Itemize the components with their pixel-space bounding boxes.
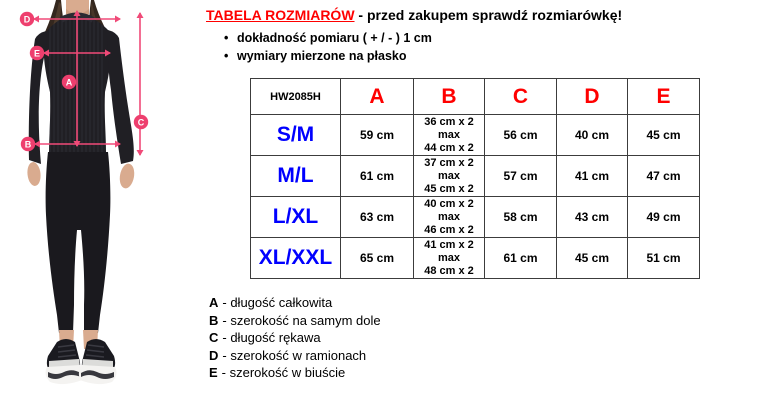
- legend-item: D- szerokość w ramionach: [209, 347, 381, 365]
- page-title: TABELA ROZMIARÓW - przed zakupem sprawdź…: [206, 7, 766, 23]
- marker-badges: D E A B C: [19, 11, 149, 152]
- legend-letter: D: [209, 347, 219, 363]
- bullet-icon: •: [224, 49, 229, 63]
- legend-text: - długość całkowita: [222, 295, 333, 310]
- value-cell: 56 cm: [484, 114, 557, 156]
- column-header-b: B: [413, 78, 485, 115]
- value-cell-multiline: 41 cm x 2 max 48 cm x 2: [413, 237, 485, 279]
- left-sleeve: [28, 31, 47, 164]
- notes-list: • dokładność pomiaru ( + / - ) 1 cm • wymi…: [224, 29, 432, 65]
- note-text: wymiary mierzone na płasko: [237, 49, 407, 63]
- value-cell-multiline: 40 cm x 2 max 46 cm x 2: [413, 196, 485, 238]
- column-header-d: D: [556, 78, 628, 115]
- leggings: [45, 152, 111, 333]
- legend: A- długość całkowita B- szerokość na sam…: [209, 294, 381, 382]
- marker-letter-c: C: [138, 117, 145, 127]
- legend-item: A- długość całkowita: [209, 294, 381, 312]
- legend-item: E- szerokość w biuście: [209, 364, 381, 382]
- value-cell: 41 cm: [556, 155, 628, 197]
- table-row: M/L 61 cm 37 cm x 2 max 45 cm x 2 57 cm 41…: [250, 155, 700, 197]
- legend-text: - szerokość w ramionach: [222, 347, 367, 363]
- product-code-cell: HW2085H: [250, 78, 341, 115]
- legend-text: - szerokość w biuście: [221, 365, 346, 380]
- value-cell: 43 cm: [556, 196, 628, 238]
- marker-badge-d: [19, 11, 35, 27]
- value-cell: 45 cm: [556, 237, 628, 279]
- marker-letter-e: E: [34, 48, 40, 58]
- marker-badge-a: [61, 74, 77, 90]
- legend-text: - długość rękawa: [222, 330, 321, 345]
- value-cell: 57 cm: [484, 155, 557, 197]
- hands: [27, 162, 135, 189]
- column-header-c: C: [484, 78, 557, 115]
- table-header-row: HW2085H A B C D E: [250, 78, 700, 115]
- value-cell: 59 cm: [340, 114, 414, 156]
- legend-item: B- szerokość na samym dole: [209, 312, 381, 330]
- legend-letter: C: [209, 330, 219, 345]
- product-photo: D E A B C: [19, 0, 149, 385]
- sweater: [28, 12, 134, 164]
- legend-letter: B: [209, 312, 219, 328]
- marker-letter-a: A: [66, 77, 73, 87]
- title-rest: - przed zakupem sprawdź rozmiarówkę!: [354, 7, 623, 23]
- legend-letter: A: [209, 295, 219, 310]
- value-cell: 61 cm: [484, 237, 557, 279]
- value-cell-multiline: 37 cm x 2 max 45 cm x 2: [413, 155, 485, 197]
- legend-letter: E: [209, 365, 218, 380]
- value-cell: 61 cm: [340, 155, 414, 197]
- bullet-icon: •: [224, 31, 229, 45]
- right-sleeve: [107, 30, 134, 164]
- marker-letter-d: D: [24, 14, 31, 24]
- size-cell: XL/XXL: [250, 237, 341, 279]
- note-item: • wymiary mierzone na płasko: [224, 47, 432, 65]
- marker-letter-b: B: [25, 139, 32, 149]
- marker-badge-b: [20, 136, 36, 152]
- table-row: XL/XXL 65 cm 41 cm x 2 max 48 cm x 2 61 cm…: [250, 237, 700, 279]
- legend-text: - szerokość na samym dole: [222, 312, 381, 328]
- value-cell: 47 cm: [627, 155, 700, 197]
- measurement-overlay: D E A B C: [19, 10, 149, 156]
- arrowheads: [33, 10, 144, 156]
- size-cell: S/M: [250, 114, 341, 156]
- value-cell: 45 cm: [627, 114, 700, 156]
- legend-item: C- długość rękawa: [209, 329, 381, 347]
- value-cell: 63 cm: [340, 196, 414, 238]
- value-cell: 49 cm: [627, 196, 700, 238]
- column-header-e: E: [627, 78, 700, 115]
- column-header-a: A: [340, 78, 414, 115]
- value-cell: 58 cm: [484, 196, 557, 238]
- table-row: L/XL 63 cm 40 cm x 2 max 46 cm x 2 58 cm 4…: [250, 196, 700, 238]
- table-row: S/M 59 cm 36 cm x 2 max 44 cm x 2 56 cm 40…: [250, 114, 700, 156]
- value-cell-multiline: 36 cm x 2 max 44 cm x 2: [413, 114, 485, 156]
- note-item: • dokładność pomiaru ( + / - ) 1 cm: [224, 29, 432, 47]
- value-cell: 40 cm: [556, 114, 628, 156]
- title-highlight: TABELA ROZMIARÓW: [206, 7, 355, 23]
- size-cell: M/L: [250, 155, 341, 197]
- size-table: HW2085H A B C D E S/M 59 cm 36 cm x 2 max…: [250, 78, 700, 279]
- marker-badge-e: [29, 45, 45, 61]
- size-cell: L/XL: [250, 196, 341, 238]
- marker-badge-c: [133, 114, 149, 130]
- sneakers: [45, 339, 117, 385]
- value-cell: 65 cm: [340, 237, 414, 279]
- value-cell: 51 cm: [627, 237, 700, 279]
- note-text: dokładność pomiaru ( + / - ) 1 cm: [237, 31, 432, 45]
